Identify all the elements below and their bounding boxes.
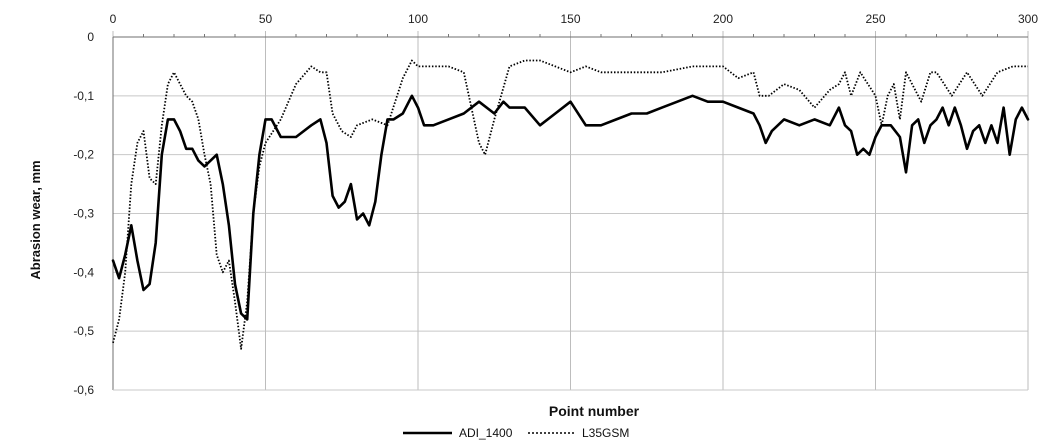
y-tick-label: -0,1 [73, 89, 94, 103]
x-tick-label: 250 [865, 12, 885, 26]
x-tick-label: 200 [713, 12, 733, 26]
legend-label-l35gsm: L35GSM [582, 426, 629, 440]
legend: ADI_1400 L35GSM [403, 426, 629, 440]
x-axis-label: Point number [549, 403, 640, 419]
y-tick-label: 0 [87, 30, 94, 44]
y-tick-label: -0,4 [73, 265, 94, 279]
x-tick-label: 100 [408, 12, 428, 26]
legend-label-adi-1400: ADI_1400 [459, 426, 513, 440]
series-line-adi-1400 [111, 94, 1030, 321]
y-tick-label: -0,5 [73, 324, 94, 338]
y-axis-label: Abrasion wear, mm [28, 160, 43, 279]
x-tick-label: 50 [259, 12, 273, 26]
y-tick-label: -0,2 [73, 148, 94, 162]
y-tick-label: -0,3 [73, 207, 94, 221]
y-tick-label: -0,6 [73, 383, 94, 397]
x-tick-label: 150 [560, 12, 580, 26]
x-tick-label: 300 [1018, 12, 1038, 26]
axes: 0 -0,1 -0,2 -0,3 -0,4 -0,5 -0,6 0 50 100 150 200 250… [73, 12, 1038, 397]
x-tick-label: 0 [110, 12, 117, 26]
series [111, 59, 1030, 350]
